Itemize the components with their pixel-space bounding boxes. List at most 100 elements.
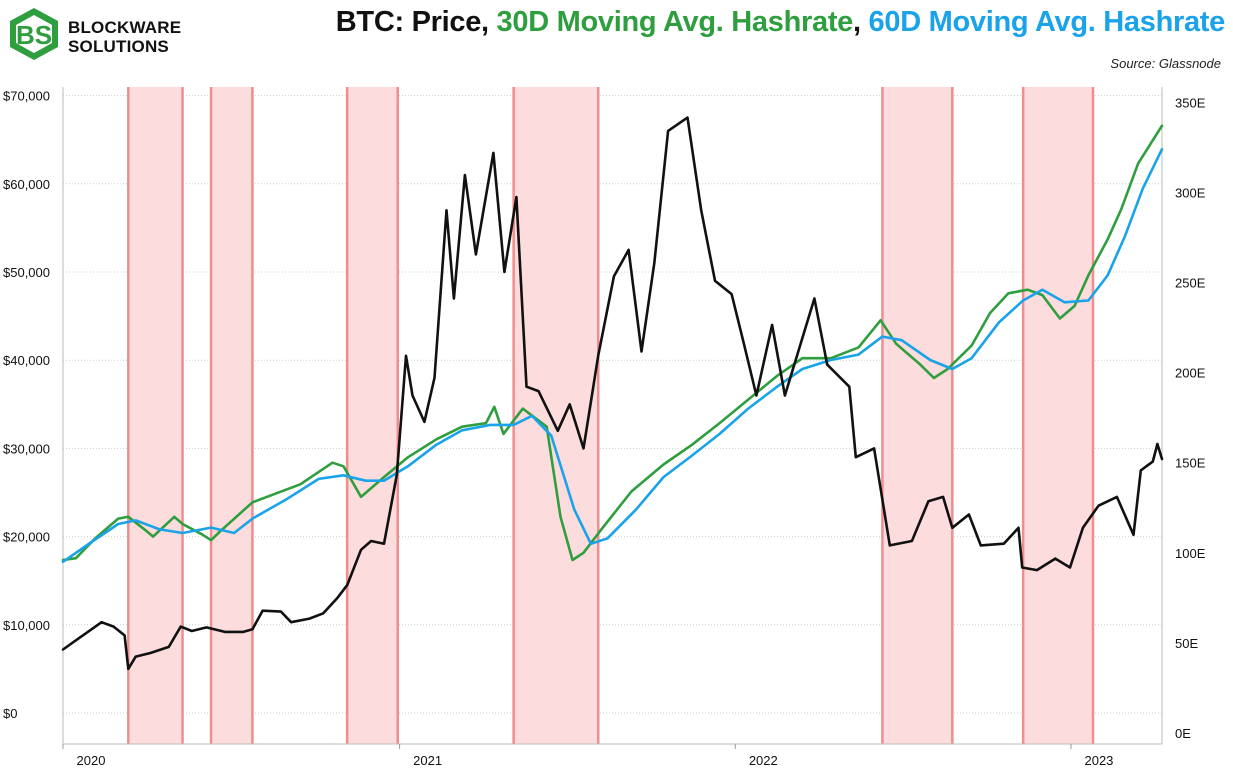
series-0-point-77 xyxy=(1132,534,1135,536)
y-right-tick-label-5: 250E xyxy=(1175,276,1206,291)
series-0-point-69 xyxy=(1017,527,1020,529)
series-2-point-39 xyxy=(1022,299,1024,302)
series-1-point-30 xyxy=(602,526,604,529)
series-2-point-15 xyxy=(435,443,438,446)
series-0-point-68 xyxy=(1003,542,1005,545)
series-0-point-49 xyxy=(700,209,702,212)
series-1-point-12 xyxy=(251,501,254,504)
series-2-point-45 xyxy=(1141,188,1144,190)
series-1-point-52 xyxy=(1087,274,1090,277)
series-1-point-33 xyxy=(691,443,693,446)
series-0-point-41 xyxy=(582,447,585,450)
series-1-point-32 xyxy=(662,463,665,466)
series-0-point-32 xyxy=(464,174,466,176)
series-1-point-42 xyxy=(918,362,920,365)
y-right-tick-label-3: 150E xyxy=(1175,456,1206,471)
shaded-period-1 xyxy=(211,87,253,744)
series-2-point-17 xyxy=(489,424,492,426)
tick-labels: $0 $10,000 $20,000 $30,000 $40,000 $50,000 $60… xyxy=(3,89,1206,768)
series-0-point-42 xyxy=(597,355,599,357)
series-2-point-2 xyxy=(117,523,119,525)
series-2-point-25 xyxy=(662,476,665,478)
series-0-point-72 xyxy=(1054,557,1057,560)
series-0-point-11 xyxy=(205,626,208,629)
series-0-point-0 xyxy=(62,648,64,651)
series-0-point-23 xyxy=(370,540,372,542)
y-right-tick-label-0: 0E xyxy=(1175,726,1191,741)
series-0-point-20 xyxy=(336,597,338,600)
series-2-point-20 xyxy=(550,434,553,437)
series-1-point-20 xyxy=(435,438,438,441)
series-1-point-23 xyxy=(493,406,496,408)
series-1-point-19 xyxy=(407,456,409,459)
series-2-point-34 xyxy=(900,339,903,342)
series-0-point-4 xyxy=(123,634,126,637)
x-tick-label-1: 2021 xyxy=(413,753,442,768)
x-tick-label-2: 2022 xyxy=(749,753,778,768)
series-0-point-36 xyxy=(515,196,518,198)
series-1-point-39 xyxy=(857,346,860,349)
series-2-point-38 xyxy=(998,321,1000,323)
series-0-point-1 xyxy=(79,636,82,638)
series-0-point-35 xyxy=(503,271,506,273)
series-1-point-24 xyxy=(502,433,505,435)
series-2-point-1 xyxy=(90,541,93,543)
series-0-point-12 xyxy=(224,631,226,633)
series-0-point-30 xyxy=(445,209,448,212)
series-2-point-16 xyxy=(461,429,463,432)
series-0-point-50 xyxy=(714,280,716,282)
series-2-point-26 xyxy=(691,454,693,457)
series-0-point-62 xyxy=(911,540,913,542)
series-0-point-47 xyxy=(667,130,669,132)
y-right-tick-label-6: 300E xyxy=(1175,185,1206,200)
series-0-point-59 xyxy=(855,456,857,459)
series-1-point-53 xyxy=(1106,238,1109,241)
axes xyxy=(62,87,1163,749)
series-0-point-45 xyxy=(640,350,643,353)
series-0-point-80 xyxy=(1156,443,1159,445)
series-1-point-31 xyxy=(630,490,633,493)
series-1-point-36 xyxy=(775,375,778,378)
series-2-point-5 xyxy=(181,532,184,534)
series-2-point-21 xyxy=(573,508,576,511)
y-left-tick-label-0: $0 xyxy=(3,706,17,721)
shaded-periods xyxy=(127,87,1095,744)
series-0-point-8 xyxy=(168,646,170,648)
series-1-point-3 xyxy=(117,517,119,520)
y-left-tick-label-5: $50,000 xyxy=(3,265,50,280)
series-0-point-19 xyxy=(322,612,325,615)
series-2-point-11 xyxy=(342,474,345,477)
y-left-tick-label-2: $20,000 xyxy=(3,530,50,545)
series-2-point-46 xyxy=(1161,148,1163,150)
series-0-point-78 xyxy=(1140,469,1142,472)
series-1-point-26 xyxy=(545,425,548,428)
series-1-point-54 xyxy=(1120,207,1123,210)
series-0-point-57 xyxy=(826,363,828,366)
series-1-point-21 xyxy=(461,425,463,428)
series-1-point-5 xyxy=(145,530,148,532)
y-left-tick-label-3: $30,000 xyxy=(3,441,50,456)
series-0-point-21 xyxy=(346,584,349,586)
blockware-logo: BS BLOCKWARE SOLUTIONS xyxy=(6,6,181,66)
series-2-point-31 xyxy=(830,359,832,361)
series-0-point-79 xyxy=(1152,460,1154,463)
y-left-tick-label-1: $10,000 xyxy=(3,618,50,633)
series-0-point-7 xyxy=(149,652,152,654)
title-hashrate-60d: 60D Moving Avg. Hashrate xyxy=(868,6,1226,38)
series-2-point-33 xyxy=(881,335,884,338)
series-0-point-27 xyxy=(411,394,414,397)
y-right-tick-label-4: 200E xyxy=(1175,366,1206,381)
logo-text-line1: BLOCKWARE xyxy=(68,18,182,37)
shaded-period-2 xyxy=(347,87,398,744)
series-0-point-15 xyxy=(261,609,264,612)
y-right-tick-label-1: 50E xyxy=(1175,636,1198,651)
series-1-point-49 xyxy=(1041,294,1044,296)
series-2-point-8 xyxy=(251,517,254,520)
series-1-point-22 xyxy=(485,422,487,424)
series-0-point-55 xyxy=(784,394,786,397)
series-0-point-66 xyxy=(968,513,970,516)
series-0-point-40 xyxy=(568,403,571,406)
series-1-point-25 xyxy=(522,407,524,410)
series-0-point-60 xyxy=(873,447,875,450)
